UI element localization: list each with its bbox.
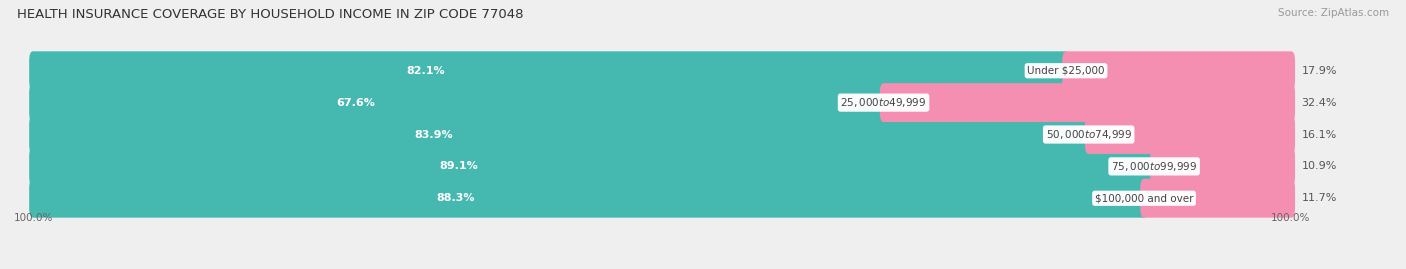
Text: 10.9%: 10.9%: [1302, 161, 1337, 171]
FancyBboxPatch shape: [30, 83, 887, 122]
FancyBboxPatch shape: [30, 51, 1295, 90]
FancyBboxPatch shape: [1140, 179, 1295, 218]
FancyBboxPatch shape: [30, 83, 1295, 122]
FancyBboxPatch shape: [1150, 147, 1295, 186]
FancyBboxPatch shape: [1085, 115, 1295, 154]
Text: 82.1%: 82.1%: [406, 66, 444, 76]
Text: 17.9%: 17.9%: [1302, 66, 1337, 76]
FancyBboxPatch shape: [30, 147, 1295, 186]
FancyBboxPatch shape: [30, 179, 1295, 218]
Text: $100,000 and over: $100,000 and over: [1095, 193, 1194, 203]
FancyBboxPatch shape: [30, 147, 1159, 186]
Text: HEALTH INSURANCE COVERAGE BY HOUSEHOLD INCOME IN ZIP CODE 77048: HEALTH INSURANCE COVERAGE BY HOUSEHOLD I…: [17, 8, 523, 21]
FancyBboxPatch shape: [1063, 51, 1295, 90]
Text: 67.6%: 67.6%: [337, 98, 375, 108]
Text: 89.1%: 89.1%: [440, 161, 478, 171]
Text: 32.4%: 32.4%: [1302, 98, 1337, 108]
FancyBboxPatch shape: [880, 83, 1295, 122]
Text: $25,000 to $49,999: $25,000 to $49,999: [841, 96, 927, 109]
Text: 11.7%: 11.7%: [1302, 193, 1337, 203]
FancyBboxPatch shape: [30, 115, 1092, 154]
FancyBboxPatch shape: [30, 115, 1295, 154]
Text: $75,000 to $99,999: $75,000 to $99,999: [1111, 160, 1198, 173]
Text: 88.3%: 88.3%: [436, 193, 474, 203]
Text: $50,000 to $74,999: $50,000 to $74,999: [1046, 128, 1132, 141]
Text: 100.0%: 100.0%: [1271, 213, 1310, 223]
Text: 83.9%: 83.9%: [415, 129, 453, 140]
Text: 16.1%: 16.1%: [1302, 129, 1337, 140]
Text: Under $25,000: Under $25,000: [1028, 66, 1105, 76]
FancyBboxPatch shape: [30, 179, 1147, 218]
Text: 100.0%: 100.0%: [14, 213, 53, 223]
FancyBboxPatch shape: [30, 51, 1070, 90]
Text: Source: ZipAtlas.com: Source: ZipAtlas.com: [1278, 8, 1389, 18]
